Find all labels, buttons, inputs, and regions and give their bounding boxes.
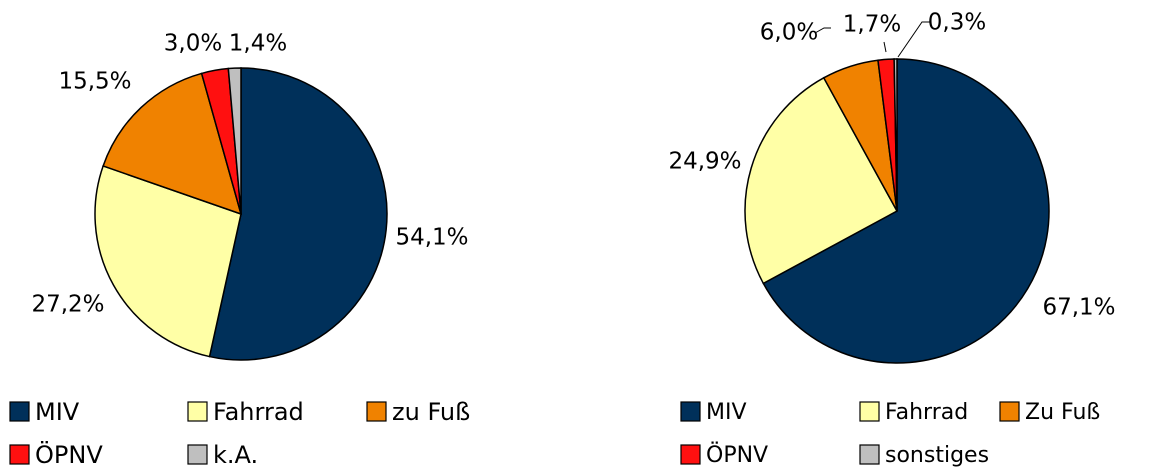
legend-label: Fahrrad: [213, 398, 304, 426]
legend-label: MIV: [35, 398, 80, 426]
pie-slice: [94, 165, 242, 358]
pie-slice: [744, 76, 899, 285]
data-label: 67,1%: [1042, 295, 1115, 321]
legend-swatch: [187, 401, 208, 422]
legend-swatch: [680, 401, 701, 422]
leader-line: [883, 41, 887, 53]
pie-slice: [208, 67, 388, 361]
legend-label: MIV: [706, 400, 747, 425]
data-label: 1,4%: [229, 31, 287, 57]
leader-line: [814, 27, 831, 34]
legend-label: zu Fuß: [392, 398, 470, 426]
data-label: 1,7%: [843, 12, 901, 38]
data-label: 27,2%: [31, 292, 104, 318]
legend-label: ÖPNV: [35, 440, 103, 469]
legend-swatch: [187, 444, 208, 465]
pie-slice: [762, 58, 1050, 364]
data-label: 3,0%: [164, 31, 222, 57]
pie-slice: [893, 58, 898, 212]
legend-label: ÖPNV: [706, 442, 768, 468]
legend-swatch: [9, 444, 30, 465]
legend-label: sonstiges: [885, 443, 989, 468]
data-label: 54,1%: [395, 225, 468, 251]
pie-slice: [102, 72, 243, 216]
data-label: 6,0%: [760, 20, 818, 46]
legend-swatch: [366, 401, 387, 422]
data-label: 15,5%: [58, 69, 131, 95]
legend-label: Fahrrad: [885, 400, 968, 425]
legend-swatch: [859, 444, 880, 465]
legend-swatch: [859, 401, 880, 422]
legend-label: Zu Fuß: [1025, 400, 1100, 425]
legend-label: k.A.: [213, 441, 258, 469]
pie-slice: [227, 67, 242, 215]
data-label: 24,9%: [668, 149, 741, 175]
legend-swatch: [9, 401, 30, 422]
data-label: 0,3%: [928, 10, 986, 36]
legend-swatch: [999, 401, 1020, 422]
leader-line: [897, 21, 930, 58]
legend-swatch: [680, 444, 701, 465]
